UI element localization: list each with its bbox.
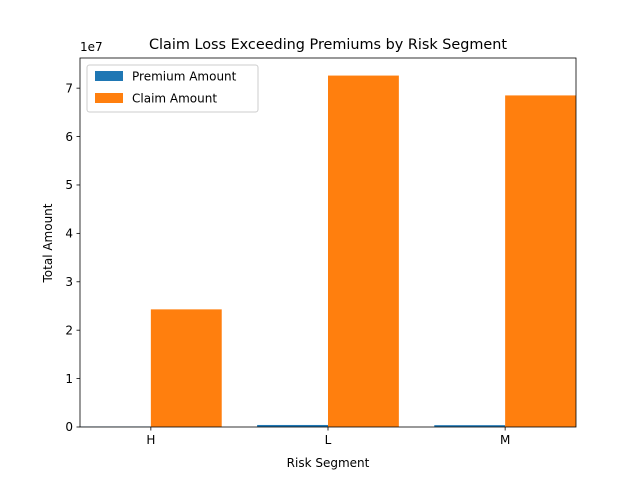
y-tick-label: 2: [65, 323, 73, 337]
x-tick-label: H: [146, 433, 155, 447]
legend-label: Claim Amount: [132, 92, 217, 106]
chart-title: Claim Loss Exceeding Premiums by Risk Se…: [149, 37, 507, 53]
y-tick-label: 0: [65, 420, 73, 434]
x-tick-label: L: [325, 433, 332, 447]
y-axis-label: Total Amount: [41, 203, 55, 283]
legend-swatch: [95, 93, 123, 103]
legend-swatch: [95, 71, 123, 81]
y-tick-label: 1: [65, 372, 73, 386]
legend-label: Premium Amount: [132, 70, 237, 84]
bar-claim-amount-l: [328, 75, 399, 427]
legend: Premium Amount Claim Amount: [86, 64, 259, 113]
y-tick-label: 5: [65, 178, 73, 192]
y-tick-label: 3: [65, 275, 73, 289]
y-tick-label: 4: [65, 227, 73, 241]
bar-claim-amount-h: [150, 309, 222, 427]
bar-claim-amount-m: [505, 95, 576, 428]
x-tick-label: M: [500, 433, 510, 447]
y-tick-label: 6: [65, 130, 73, 144]
y-tick-label: 7: [65, 81, 73, 95]
plot-area: H L M 0 1 2 3 4 5 6 7: [65, 57, 577, 447]
bar-premium-amount-l: [257, 424, 328, 427]
y-offset-label: 1e7: [80, 40, 103, 54]
legend-box: [86, 64, 259, 113]
bar-premium-amount-m: [434, 425, 506, 427]
x-axis-label: Risk Segment: [287, 456, 370, 470]
